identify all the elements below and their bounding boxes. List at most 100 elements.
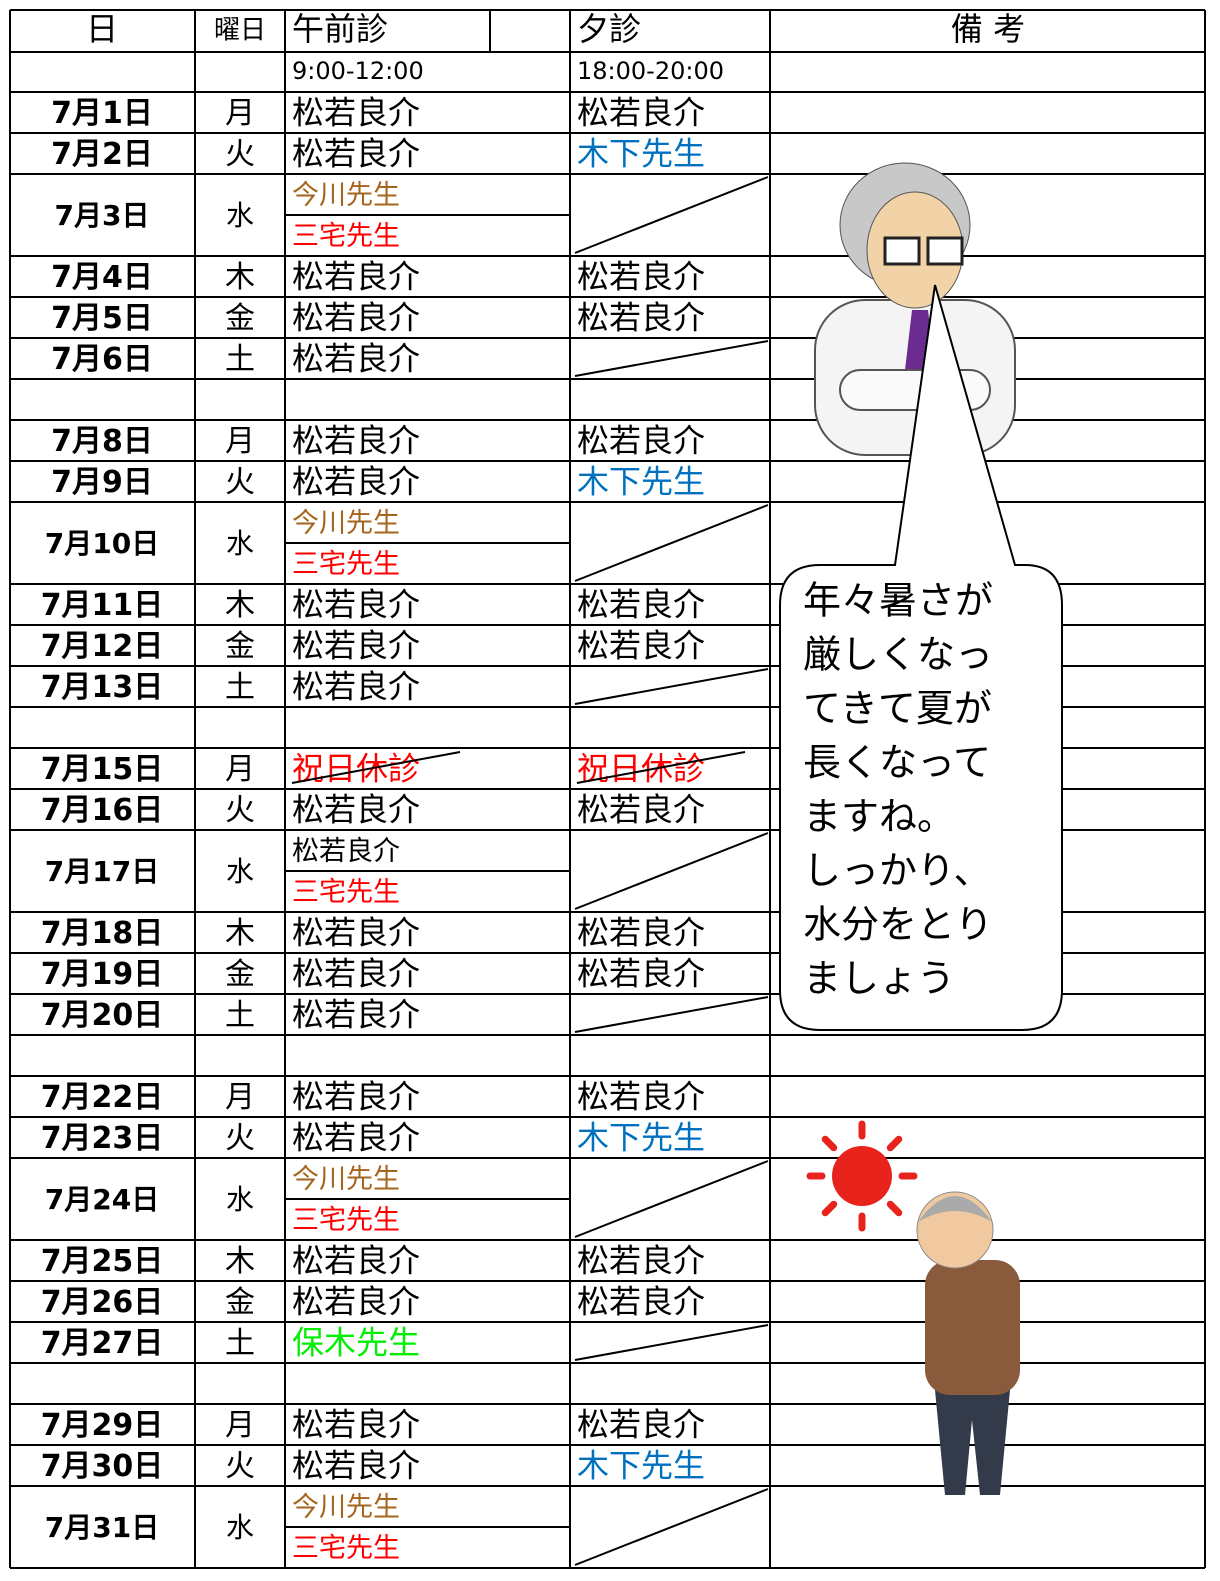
weekday: 土 (225, 670, 255, 705)
hair (918, 1196, 992, 1222)
am-doctor: 松若良介 (292, 668, 420, 706)
bubble-text: しっかり、 (803, 849, 991, 893)
pm-doctor: 松若良介 (577, 627, 705, 665)
date: 7月15日 (41, 752, 164, 787)
date: 7月4日 (51, 260, 153, 295)
glasses-r (926, 236, 964, 266)
am-doctor: 松若良介 (292, 996, 420, 1034)
weekday: 水 (226, 1511, 254, 1544)
date: 7月19日 (41, 957, 164, 992)
bubble-shape (779, 284, 1063, 1031)
pm-doctor: 松若良介 (577, 955, 705, 993)
date: 7月9日 (51, 465, 153, 500)
bubble-text: 厳しくなっ (803, 633, 993, 677)
elderly-man (916, 1191, 1020, 1495)
pants (935, 1390, 1010, 1495)
am-doctor: 松若良介 (292, 1119, 420, 1157)
am-doctor: 三宅先生 (292, 1205, 400, 1236)
diagonal (574, 176, 769, 254)
pm-doctor: 木下先生 (577, 1447, 705, 1485)
date: 7月22日 (41, 1080, 164, 1115)
date: 7月10日 (45, 527, 159, 560)
pm-doctor: 松若良介 (577, 1283, 705, 1321)
diagonal (574, 504, 769, 582)
am-doctor: 今川先生 (292, 508, 400, 539)
bubble-text: 長くなって (803, 741, 991, 785)
am-doctor: 松若良介 (292, 791, 420, 829)
diagonal (574, 1160, 769, 1238)
pm-doctor: 松若良介 (577, 586, 705, 624)
weekday: 土 (225, 1326, 255, 1361)
weekday: 水 (226, 855, 254, 888)
sun-ray (821, 1135, 838, 1152)
date: 7月13日 (41, 670, 164, 705)
bubble-text: ますね。 (803, 795, 955, 839)
diagonal (574, 1488, 769, 1566)
pm-doctor: 松若良介 (577, 422, 705, 460)
am-doctor: 松若良介 (292, 463, 420, 501)
diagonal (574, 832, 769, 910)
weekday: 火 (225, 465, 255, 500)
am-doctor: 松若良介 (292, 836, 400, 867)
am-doctor: 松若良介 (292, 914, 420, 952)
date: 7月31日 (45, 1511, 159, 1544)
weekday: 木 (225, 916, 255, 951)
date: 7月12日 (41, 629, 164, 664)
weekday: 土 (225, 342, 255, 377)
diagonal (574, 996, 769, 1033)
am-doctor: 松若良介 (292, 258, 420, 296)
date: 7月11日 (41, 588, 164, 623)
weekday: 金 (225, 301, 255, 336)
pm-doctor: 松若良介 (577, 791, 705, 829)
weekday: 月 (225, 424, 255, 459)
date: 7月30日 (41, 1449, 164, 1484)
am-doctor: 松若良介 (292, 299, 420, 337)
am-doctor: 松若良介 (292, 955, 420, 993)
weekday: 火 (225, 137, 255, 172)
am-doctor: 三宅先生 (292, 549, 400, 580)
bubble-text: 年々暑さが (803, 579, 993, 623)
pm-doctor: 木下先生 (577, 135, 705, 173)
date: 7月29日 (41, 1408, 164, 1443)
am-doctor: 松若良介 (292, 1078, 420, 1116)
pm-doctor: 松若良介 (577, 1078, 705, 1116)
weekday: 火 (225, 793, 255, 828)
sun-ray (886, 1135, 903, 1152)
diagonal (574, 668, 769, 705)
pm-doctor: 松若良介 (577, 258, 705, 296)
bubble-text: てきて夏が (803, 687, 992, 731)
date: 7月26日 (41, 1285, 164, 1320)
pm-doctor: 木下先生 (577, 1119, 705, 1157)
diagonal (574, 1324, 769, 1361)
weekday: 水 (226, 527, 254, 560)
weekday: 木 (225, 1244, 255, 1279)
weekday: 金 (225, 1285, 255, 1320)
am-doctor: 祝日休診 (292, 750, 420, 788)
date: 7月25日 (41, 1244, 164, 1279)
date: 7月17日 (45, 855, 159, 888)
weekday: 水 (226, 199, 254, 232)
weekday: 月 (225, 752, 255, 787)
strike (291, 751, 461, 784)
pm-doctor: 松若良介 (577, 914, 705, 952)
weekday: 火 (225, 1449, 255, 1484)
am-doctor: 三宅先生 (292, 877, 400, 908)
am-doctor: 松若良介 (292, 1447, 420, 1485)
am-doctor: 松若良介 (292, 94, 420, 132)
am-doctor: 今川先生 (292, 1164, 400, 1195)
strike (576, 751, 746, 784)
pm-doctor: 松若良介 (577, 94, 705, 132)
pm-doctor: 松若良介 (577, 1406, 705, 1444)
am-doctor: 松若良介 (292, 135, 420, 173)
date: 7月5日 (51, 301, 153, 336)
bubble-text: ましょう (803, 957, 955, 1001)
am-doctor: 松若良介 (292, 340, 420, 378)
weekday: 木 (225, 260, 255, 295)
am-doctor: 今川先生 (292, 1492, 400, 1523)
date: 7月8日 (51, 424, 153, 459)
date: 7月18日 (41, 916, 164, 951)
bubble-text: 水分をとり (803, 903, 993, 947)
weekday: 月 (225, 1080, 255, 1115)
weekday: 金 (225, 957, 255, 992)
